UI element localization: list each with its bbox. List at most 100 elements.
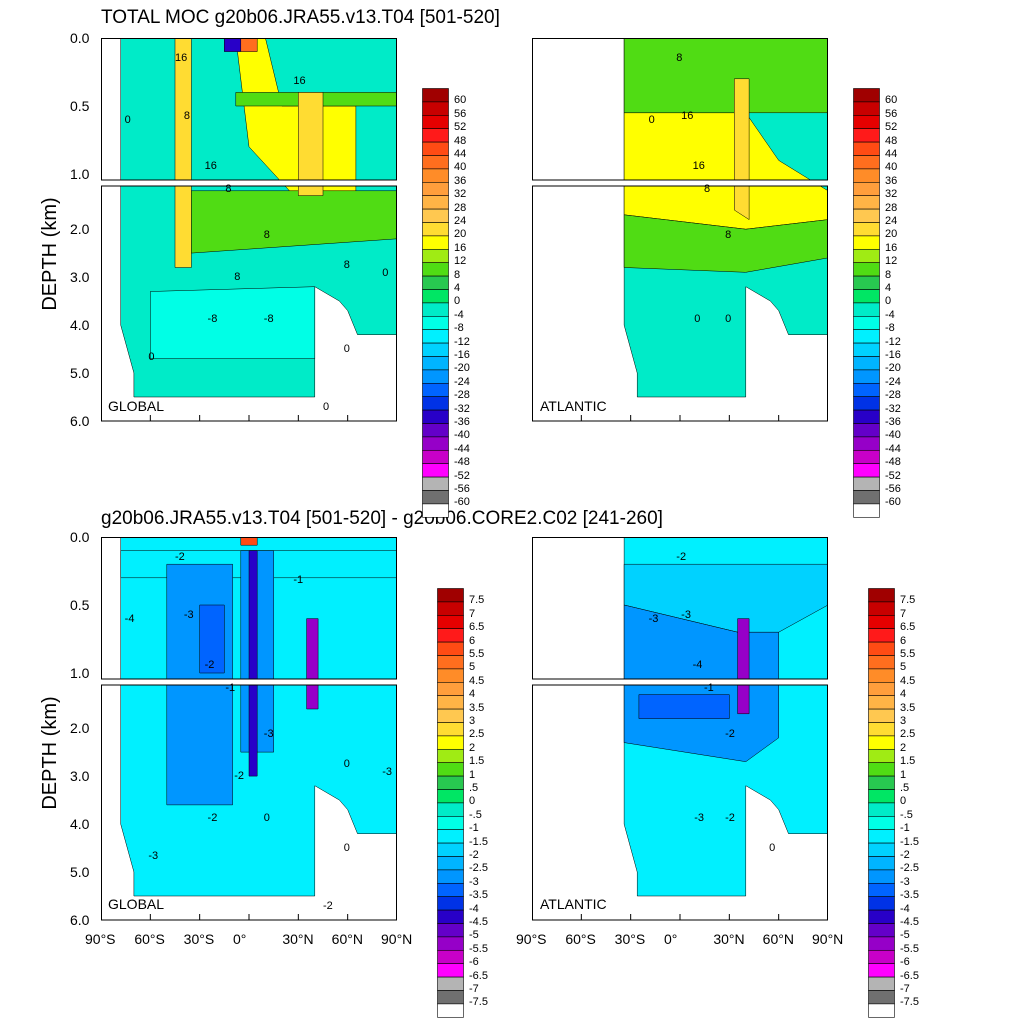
section-break xyxy=(101,180,397,186)
x-tick-label: 30°S xyxy=(614,931,646,947)
y-tick-label: 6.0 xyxy=(70,912,90,928)
colorbar-label: 4 xyxy=(885,282,892,294)
colorbar-swatch xyxy=(422,342,449,357)
colorbar-label: 4 xyxy=(469,688,476,701)
region-label-global: GLOBAL xyxy=(108,398,165,414)
colorbar-label: -5 xyxy=(469,929,479,942)
colorbar-label: -7.5 xyxy=(900,996,919,1009)
colorbar-label: 48 xyxy=(454,134,467,147)
contour-label: 0 xyxy=(263,811,270,824)
x-tick-label: 90°S xyxy=(85,931,116,947)
colorbar-label: 1.5 xyxy=(469,755,485,768)
colorbar-swatch xyxy=(853,409,880,424)
colorbar-label: 3 xyxy=(900,715,907,727)
y-tick-label: 1.0 xyxy=(70,166,90,182)
colorbar-swatch xyxy=(422,88,449,103)
colorbar-label: -8 xyxy=(454,322,464,335)
colorbar-swatch xyxy=(437,923,464,938)
section-break xyxy=(532,180,828,186)
colorbar-label: -56 xyxy=(885,483,901,495)
colorbar-swatch xyxy=(853,208,880,223)
colorbar-label: -7.5 xyxy=(469,996,488,1009)
colorbar-label: -20 xyxy=(885,362,901,375)
colorbar-label: -5 xyxy=(900,929,910,942)
colorbar-label: 1 xyxy=(900,768,907,781)
colorbar-swatch xyxy=(853,369,880,384)
colorbar-label: 56 xyxy=(885,107,898,120)
diff-atlantic-panel xyxy=(532,537,828,922)
x-tick-label: 60°N xyxy=(331,931,363,947)
colorbar-swatch xyxy=(422,476,449,491)
contour-label: -2 xyxy=(725,727,735,740)
colorbar-label: -6.5 xyxy=(900,969,919,982)
contour-label: 0 xyxy=(343,343,350,356)
colorbar-swatch xyxy=(437,829,464,844)
contour-label: 16 xyxy=(293,75,306,88)
y-tick-label: 3.0 xyxy=(70,269,90,286)
pos-core xyxy=(240,38,258,52)
colorbar-label: 0 xyxy=(454,295,461,308)
colorbar-label: -4 xyxy=(454,308,464,321)
upper-frame xyxy=(532,537,828,680)
colorbar-swatch xyxy=(422,423,449,438)
y-tick-label: 4.0 xyxy=(70,816,90,833)
colorbar-label: 56 xyxy=(454,107,467,120)
colorbar-swatch xyxy=(868,923,895,938)
colorbar-swatch xyxy=(868,722,895,737)
colorbar-label: -4.5 xyxy=(900,916,919,928)
colorbar-swatch xyxy=(853,88,880,103)
contour-label: -1 xyxy=(703,681,714,694)
contour-label: -1 xyxy=(225,681,236,694)
colorbar-label: -24 xyxy=(454,375,470,388)
colorbar-label: 4.5 xyxy=(900,674,916,687)
colorbar-label: 5.5 xyxy=(900,648,916,660)
colorbar-swatch xyxy=(437,842,464,857)
colorbar-label: 40 xyxy=(885,161,898,174)
y-tick-label: 0.0 xyxy=(70,529,90,545)
colorbar-label: -40 xyxy=(454,429,470,442)
colorbar-swatch xyxy=(437,869,464,884)
colorbar-swatch xyxy=(437,936,464,951)
colorbar-diff: 7.5 7 6.5 6 5.5 5 4.5 4 3.5 3 2.5 2 1.5 1.5 0 -.5 -1 -1.5… xyxy=(437,588,488,1018)
colorbar-label: -6 xyxy=(900,956,910,969)
y-tick-label: 5.0 xyxy=(70,864,90,881)
colorbar-swatch xyxy=(853,101,880,116)
moc-atlantic-panel xyxy=(532,38,828,423)
colorbar-swatch xyxy=(422,382,449,397)
colorbar-swatch xyxy=(437,909,464,924)
colorbar-label: 40 xyxy=(454,161,467,174)
contour-label: 0 xyxy=(648,113,655,126)
y-tick-label: 1.0 xyxy=(70,665,90,681)
colorbar-label: 20 xyxy=(454,228,467,241)
colorbar-label: 3 xyxy=(469,715,476,727)
colorbar-label: -6.5 xyxy=(469,969,488,982)
colorbar-label: .5 xyxy=(900,782,910,794)
colorbar-swatch xyxy=(422,409,449,424)
colorbar-label: 16 xyxy=(454,241,467,254)
colorbar-label: -8 xyxy=(885,322,895,335)
colorbar-swatch xyxy=(422,449,449,464)
colorbar-swatch xyxy=(868,842,895,857)
colorbar-swatch xyxy=(422,329,449,344)
colorbar-swatch xyxy=(853,141,880,156)
colorbar-label: -2.5 xyxy=(900,862,919,875)
contour-label: 16 xyxy=(175,52,188,65)
contour-label: 8 xyxy=(725,228,732,241)
colorbar-swatch xyxy=(437,722,464,737)
colorbar-label: 52 xyxy=(454,121,467,134)
contour-label: -3 xyxy=(382,765,392,778)
contour-label: 8 xyxy=(183,109,190,122)
colorbar-label: -20 xyxy=(454,362,470,375)
upper-frame xyxy=(101,38,397,181)
colorbar-label: -44 xyxy=(454,442,470,455)
colorbar-label: -32 xyxy=(885,402,901,415)
y-tick-label: 0.5 xyxy=(70,98,90,114)
colorbar-swatch xyxy=(437,628,464,643)
colorbar-swatch xyxy=(868,856,895,871)
colorbar-label: 6.5 xyxy=(900,621,916,634)
contour-label: 0 xyxy=(725,312,732,325)
colorbar-swatch xyxy=(853,235,880,250)
colorbar-swatch xyxy=(422,248,449,263)
colorbar-swatch xyxy=(853,463,880,478)
contour-label: -4 xyxy=(692,658,703,671)
